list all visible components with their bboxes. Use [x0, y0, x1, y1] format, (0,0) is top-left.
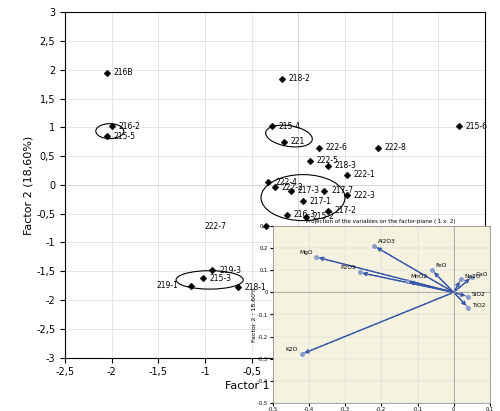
- Text: 219-1: 219-1: [157, 281, 179, 290]
- Text: 222-5: 222-5: [316, 156, 338, 165]
- Text: 215-6: 215-6: [466, 122, 487, 131]
- Text: 222-8: 222-8: [384, 143, 406, 152]
- Text: 215-3: 215-3: [210, 274, 232, 283]
- Text: FeO: FeO: [436, 263, 447, 268]
- Text: 215-4: 215-4: [278, 122, 300, 131]
- Text: 222-2: 222-2: [282, 183, 304, 192]
- Text: 221: 221: [291, 137, 305, 146]
- Text: 215-2: 215-2: [312, 212, 334, 221]
- X-axis label: Factor 1 (50.60%): Factor 1 (50.60%): [226, 380, 324, 390]
- Text: 216B: 216B: [114, 68, 133, 77]
- Text: Al2O3: Al2O3: [378, 239, 396, 244]
- Text: 222-3: 222-3: [354, 191, 376, 200]
- Text: Na2O: Na2O: [464, 274, 481, 279]
- Text: TiO2: TiO2: [472, 303, 485, 308]
- Text: 215-1: 215-1: [338, 242, 359, 252]
- Text: 216-2: 216-2: [118, 122, 140, 131]
- Title: Projection of the variables on the factor-plane ( 1 x  2): Projection of the variables on the facto…: [306, 219, 456, 224]
- Text: 219-3: 219-3: [219, 266, 241, 275]
- Text: 217-7: 217-7: [331, 186, 353, 195]
- Text: 216-3: 216-3: [294, 210, 316, 219]
- Text: MgO: MgO: [299, 250, 312, 255]
- Text: 222-1: 222-1: [354, 170, 375, 179]
- Text: 218-3: 218-3: [334, 162, 356, 171]
- Text: 217-6: 217-6: [354, 231, 376, 240]
- Text: 222-7: 222-7: [204, 222, 227, 231]
- Text: 222-4: 222-4: [275, 178, 297, 187]
- Text: P2O5: P2O5: [340, 265, 356, 270]
- Text: 218-2: 218-2: [288, 74, 310, 83]
- Text: 215-5: 215-5: [114, 132, 136, 141]
- Y-axis label: Factor 2 (18,60%): Factor 2 (18,60%): [24, 135, 34, 235]
- Text: 217-2: 217-2: [334, 206, 356, 215]
- Text: MnO2: MnO2: [410, 274, 428, 279]
- Text: CaO: CaO: [476, 272, 488, 277]
- Y-axis label: Factor 2 : 18,60%: Factor 2 : 18,60%: [252, 287, 256, 342]
- Text: 217-1: 217-1: [310, 196, 332, 206]
- Text: 218-1: 218-1: [244, 283, 266, 292]
- Text: 222-6: 222-6: [326, 143, 347, 152]
- Text: SiO2: SiO2: [472, 292, 486, 297]
- Text: 217-3: 217-3: [298, 186, 320, 195]
- Text: K2O: K2O: [286, 347, 298, 352]
